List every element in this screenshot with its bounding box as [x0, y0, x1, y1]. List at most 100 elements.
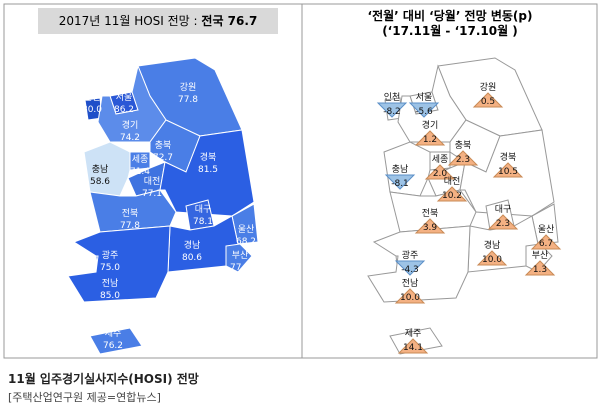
region-name: 대전	[144, 176, 161, 187]
region-name: 광주	[102, 249, 119, 261]
region-value: -8.2	[383, 107, 401, 117]
region-value: 85.0	[100, 291, 120, 301]
up-triangle	[394, 288, 426, 304]
region-name: 경기	[122, 119, 139, 131]
region-value: 77.8	[230, 263, 250, 273]
region-value: 74.2	[120, 133, 140, 143]
region-name: 제주	[105, 328, 122, 339]
region	[225, 243, 253, 273]
region	[97, 64, 167, 143]
region-value: 77.8	[120, 221, 140, 231]
region-value: 77.8	[178, 95, 198, 105]
region-value: 10.5	[498, 167, 518, 177]
region	[397, 64, 467, 143]
region-name: 세종	[432, 154, 449, 165]
up-triangle	[472, 92, 504, 108]
region	[67, 225, 171, 303]
region-name: 전북	[422, 208, 439, 219]
up-triangle	[397, 338, 429, 354]
region-value: 2.3	[496, 219, 510, 229]
region-name: 대구	[195, 204, 212, 215]
region-name: 충남	[392, 164, 409, 175]
region-name: 경북	[200, 151, 217, 163]
region-name: 제주	[405, 328, 422, 339]
region-name: 대구	[495, 204, 512, 215]
left-header	[38, 8, 278, 34]
region-name: 서울	[116, 92, 133, 103]
region-value: 6.7	[539, 239, 553, 249]
region-value: 1.2	[423, 135, 437, 145]
figure: 2017년 11월 HOSI 전망 : 전국 76.7 ‘전월’ 대비 ‘당월’…	[3, 3, 598, 359]
region-value: 76.2	[103, 341, 123, 351]
region	[89, 327, 143, 355]
up-triangle	[476, 250, 508, 266]
region-value: 2.0	[433, 169, 448, 179]
up-triangle	[424, 164, 456, 180]
region-name: 세종	[132, 154, 149, 165]
region-value: 81.5	[198, 165, 218, 175]
region-value: 80.6	[182, 253, 202, 263]
region-value: -8.1	[391, 179, 409, 189]
region-value: 77.1	[142, 189, 162, 199]
region-name: 경남	[184, 239, 201, 251]
region-value: 72.7	[153, 153, 173, 163]
region-name: 부산	[532, 250, 549, 261]
right-title: ‘전월’ 대비 ‘당월’ 전망 변동(p)	[368, 8, 533, 23]
region-name: 강원	[180, 82, 197, 93]
region-value: 86.2	[114, 105, 134, 115]
left-title-emphasis: 전국 76.7	[201, 13, 257, 28]
down-triangle	[408, 102, 440, 118]
down-triangle	[376, 102, 408, 118]
up-triangle	[492, 162, 524, 178]
region-name: 인천	[384, 92, 401, 103]
region-value: 0.5	[481, 97, 495, 107]
region-value: 14.1	[403, 343, 423, 353]
region-value: 1.3	[533, 265, 547, 275]
region-name: 경남	[484, 239, 501, 251]
region	[389, 327, 443, 355]
up-triangle	[487, 214, 519, 230]
region-name: 대전	[444, 176, 461, 187]
up-triangle	[414, 130, 446, 146]
region-name: 강원	[480, 82, 497, 93]
region-value: -4.3	[401, 265, 419, 275]
region-name: 전남	[402, 278, 419, 289]
region-value: 68.2	[236, 237, 256, 247]
left-title-text: 2017년 11월 HOSI 전망 :	[59, 14, 198, 28]
maps: 인천 80.0 서울 86.2 강원 77.8 경기 74.2 충북 72.7 세종 71.4 충남 58…	[67, 57, 562, 355]
region-name: 광주	[402, 249, 419, 261]
region-value: 75.0	[100, 263, 120, 273]
region-value: 71.4	[130, 167, 150, 177]
region-name: 경북	[500, 151, 517, 163]
caption-source: [주택산업연구원 제공=연합뉴스]	[8, 391, 161, 404]
region-name: 서울	[416, 92, 433, 103]
up-triangle	[524, 260, 556, 276]
up-triangle	[530, 234, 562, 250]
up-triangle	[436, 186, 468, 202]
left-title: 2017년 11월 HOSI 전망 : 전국 76.7	[59, 13, 258, 28]
region-name: 부산	[232, 250, 249, 261]
region-value: -5.6	[415, 107, 433, 117]
up-triangle	[414, 218, 446, 234]
region-name: 경기	[422, 119, 439, 131]
right-subtitle: (‘17.11월 - ‘17.10월 )	[382, 23, 518, 38]
region-value: 80.0	[82, 105, 102, 115]
region-value: 10.0	[482, 255, 502, 265]
region-name: 울산	[538, 224, 555, 235]
region-value: 10.0	[400, 293, 420, 303]
region-value: 3.9	[423, 223, 438, 233]
region-value: 2.3	[456, 155, 470, 165]
region-name: 충북	[455, 140, 472, 151]
region-name: 전북	[122, 208, 139, 219]
region-name: 충남	[92, 164, 109, 175]
region-name: 충북	[155, 140, 172, 151]
down-triangle	[394, 260, 426, 276]
region-value: 58.6	[90, 177, 110, 187]
region-name: 울산	[238, 224, 255, 235]
region	[167, 215, 239, 273]
region-value: 10.2	[442, 191, 462, 201]
down-triangle	[384, 174, 416, 190]
region-name: 전남	[102, 278, 119, 289]
caption-title: 11월 입주경기실사지수(HOSI) 전망	[8, 372, 199, 386]
